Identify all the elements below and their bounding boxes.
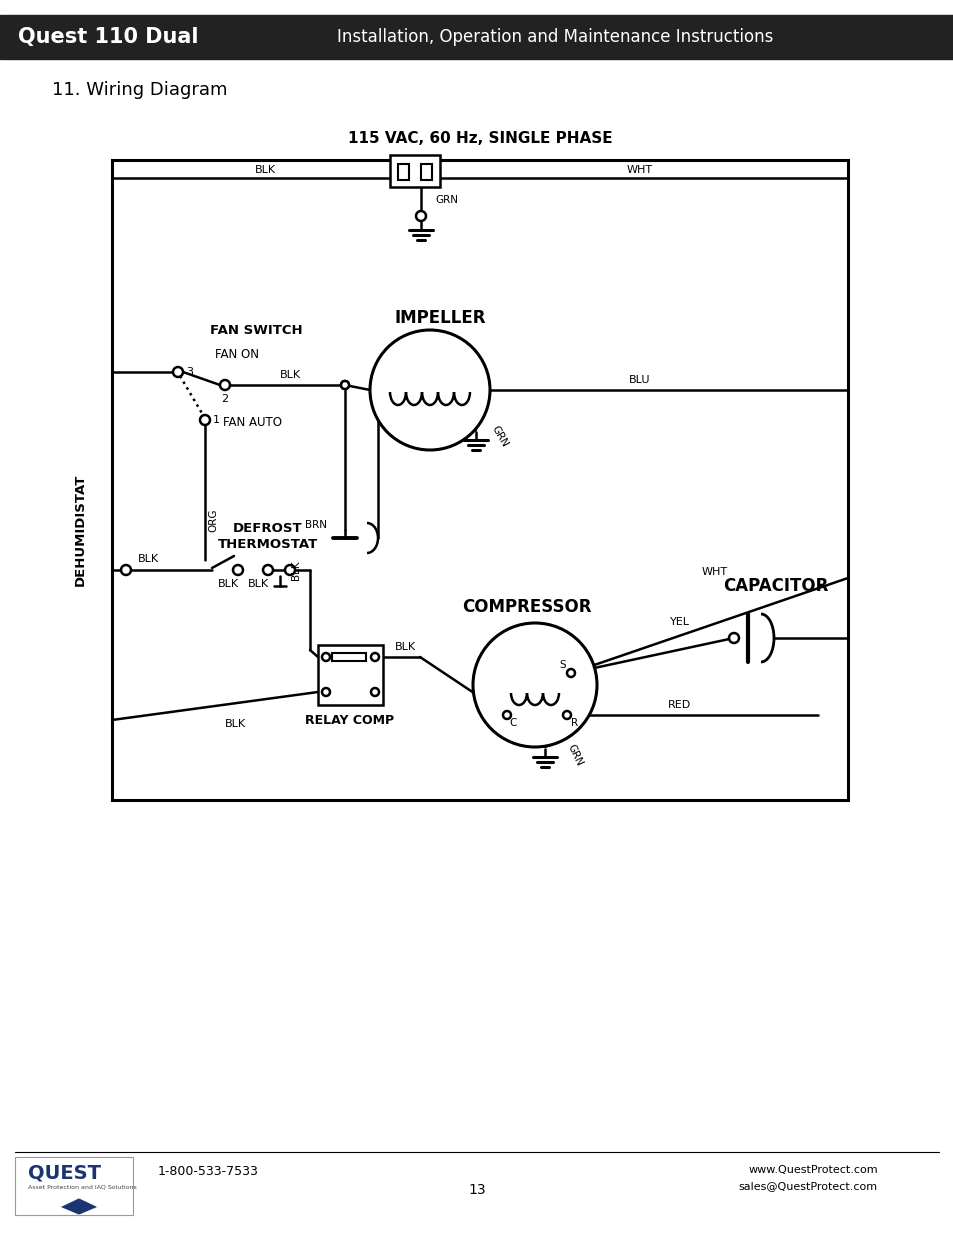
- Circle shape: [340, 382, 349, 389]
- Bar: [112, 161, 847, 800]
- Bar: [420, 164, 432, 180]
- Circle shape: [340, 382, 349, 389]
- Circle shape: [172, 367, 183, 377]
- Text: Installation, Operation and Maintenance Instructions: Installation, Operation and Maintenance …: [336, 28, 772, 46]
- Text: THERMOSTAT: THERMOSTAT: [217, 537, 317, 551]
- Text: BLK: BLK: [394, 642, 416, 652]
- Text: BLK: BLK: [254, 165, 275, 175]
- Circle shape: [233, 564, 243, 576]
- Circle shape: [322, 688, 330, 697]
- Text: BRN: BRN: [305, 520, 327, 530]
- Text: Asset Protection and IAQ Solutions: Asset Protection and IAQ Solutions: [28, 1184, 136, 1189]
- Circle shape: [370, 330, 490, 450]
- Circle shape: [371, 653, 378, 661]
- Text: RELAY COMP: RELAY COMP: [305, 715, 395, 727]
- FancyBboxPatch shape: [390, 156, 439, 186]
- Text: DEFROST: DEFROST: [233, 521, 302, 535]
- Circle shape: [566, 669, 575, 677]
- Text: GRN: GRN: [435, 195, 457, 205]
- Text: WHT: WHT: [626, 165, 653, 175]
- Bar: [0, 15, 953, 59]
- Text: BLK: BLK: [291, 561, 301, 579]
- Text: RED: RED: [668, 700, 691, 710]
- Text: BLK: BLK: [247, 579, 269, 589]
- Circle shape: [263, 564, 273, 576]
- Circle shape: [322, 653, 330, 661]
- Text: R: R: [571, 718, 578, 727]
- Text: 11. Wiring Diagram: 11. Wiring Diagram: [52, 82, 227, 99]
- Text: BLU: BLU: [629, 375, 650, 385]
- Text: S: S: [559, 659, 566, 671]
- Circle shape: [416, 211, 426, 221]
- Text: CAPACITOR: CAPACITOR: [722, 577, 828, 595]
- Text: GRN: GRN: [565, 743, 583, 768]
- Bar: [332, 653, 366, 661]
- Bar: [15, 1157, 132, 1215]
- Text: IMPELLER: IMPELLER: [394, 309, 485, 327]
- Circle shape: [200, 415, 210, 425]
- Text: 3: 3: [186, 367, 193, 377]
- Text: QUEST: QUEST: [28, 1163, 101, 1182]
- Circle shape: [473, 622, 597, 747]
- Circle shape: [285, 564, 294, 576]
- Text: sales@QuestProtect.com: sales@QuestProtect.com: [739, 1181, 877, 1191]
- Text: www.QuestProtect.com: www.QuestProtect.com: [747, 1165, 877, 1174]
- Polygon shape: [60, 1198, 98, 1215]
- Bar: [397, 164, 409, 180]
- Circle shape: [502, 711, 511, 719]
- Text: FAN SWITCH: FAN SWITCH: [210, 324, 302, 336]
- Text: 1: 1: [213, 415, 220, 425]
- Text: Quest 110 Dual: Quest 110 Dual: [18, 27, 198, 47]
- Text: C: C: [509, 718, 517, 727]
- Circle shape: [220, 380, 230, 390]
- Text: FAN ON: FAN ON: [214, 347, 258, 361]
- Text: DEHUMIDISTAT: DEHUMIDISTAT: [73, 474, 87, 587]
- Text: 115 VAC, 60 Hz, SINGLE PHASE: 115 VAC, 60 Hz, SINGLE PHASE: [347, 131, 612, 146]
- Circle shape: [728, 634, 739, 643]
- Text: 13: 13: [468, 1183, 485, 1197]
- Text: WHT: WHT: [701, 567, 727, 577]
- Text: BLK: BLK: [279, 370, 300, 380]
- Text: BLK: BLK: [137, 555, 158, 564]
- Text: 1-800-533-7533: 1-800-533-7533: [157, 1166, 258, 1178]
- Circle shape: [121, 564, 131, 576]
- Circle shape: [371, 688, 378, 697]
- Text: ORG: ORG: [208, 509, 218, 532]
- Bar: [317, 645, 382, 705]
- Text: FAN AUTO: FAN AUTO: [223, 415, 282, 429]
- Text: GRN: GRN: [489, 424, 509, 448]
- Circle shape: [562, 711, 571, 719]
- Text: COMPRESSOR: COMPRESSOR: [462, 598, 591, 616]
- Text: BLK: BLK: [224, 719, 245, 729]
- Text: 2: 2: [221, 394, 229, 404]
- Text: YEL: YEL: [669, 618, 689, 627]
- Text: BLK: BLK: [217, 579, 238, 589]
